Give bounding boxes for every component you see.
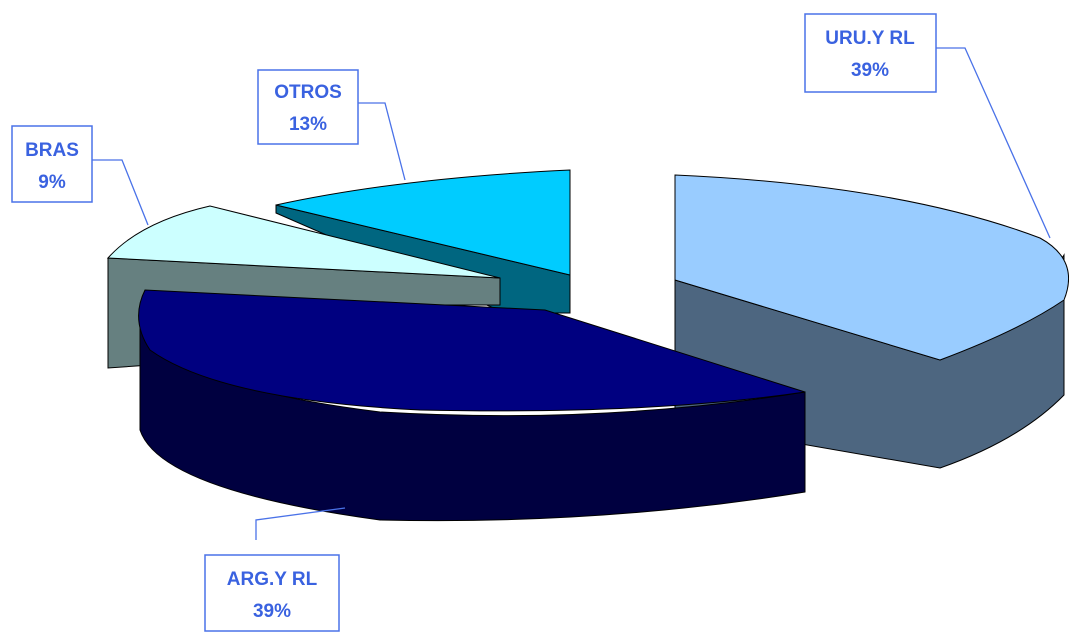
- slice-uru-top: [674, 174, 1069, 361]
- leader-bras: [92, 159, 149, 226]
- leader-otros: [358, 102, 406, 181]
- slice-arg: [138, 289, 806, 522]
- label-bras-name: BRAS: [25, 140, 79, 161]
- label-arg: ARG.Y RL 39%: [204, 554, 340, 632]
- label-arg-value: 39%: [253, 601, 291, 622]
- slice-otros-top: [275, 169, 571, 276]
- slice-bras-top: [106, 205, 501, 279]
- label-uru-box: [804, 13, 937, 93]
- leader-arg: [255, 507, 346, 540]
- leader-uru: [936, 47, 1051, 239]
- slice-arg-top: [138, 289, 806, 412]
- label-uru-value: 39%: [851, 60, 889, 81]
- label-otros-box: [257, 69, 359, 145]
- label-otros-value: 13%: [289, 114, 327, 135]
- label-bras-box: [11, 125, 93, 203]
- label-otros: OTROS 13%: [257, 69, 359, 145]
- label-uru-name: URU.Y RL: [825, 28, 915, 49]
- label-bras: BRAS 9%: [11, 125, 93, 203]
- label-arg-box: [204, 554, 340, 632]
- slice-arg-side: [139, 317, 806, 522]
- label-uru: URU.Y RL 39%: [804, 13, 937, 93]
- label-otros-name: OTROS: [274, 82, 342, 103]
- label-bras-value: 9%: [38, 172, 66, 193]
- label-arg-name: ARG.Y RL: [227, 569, 318, 590]
